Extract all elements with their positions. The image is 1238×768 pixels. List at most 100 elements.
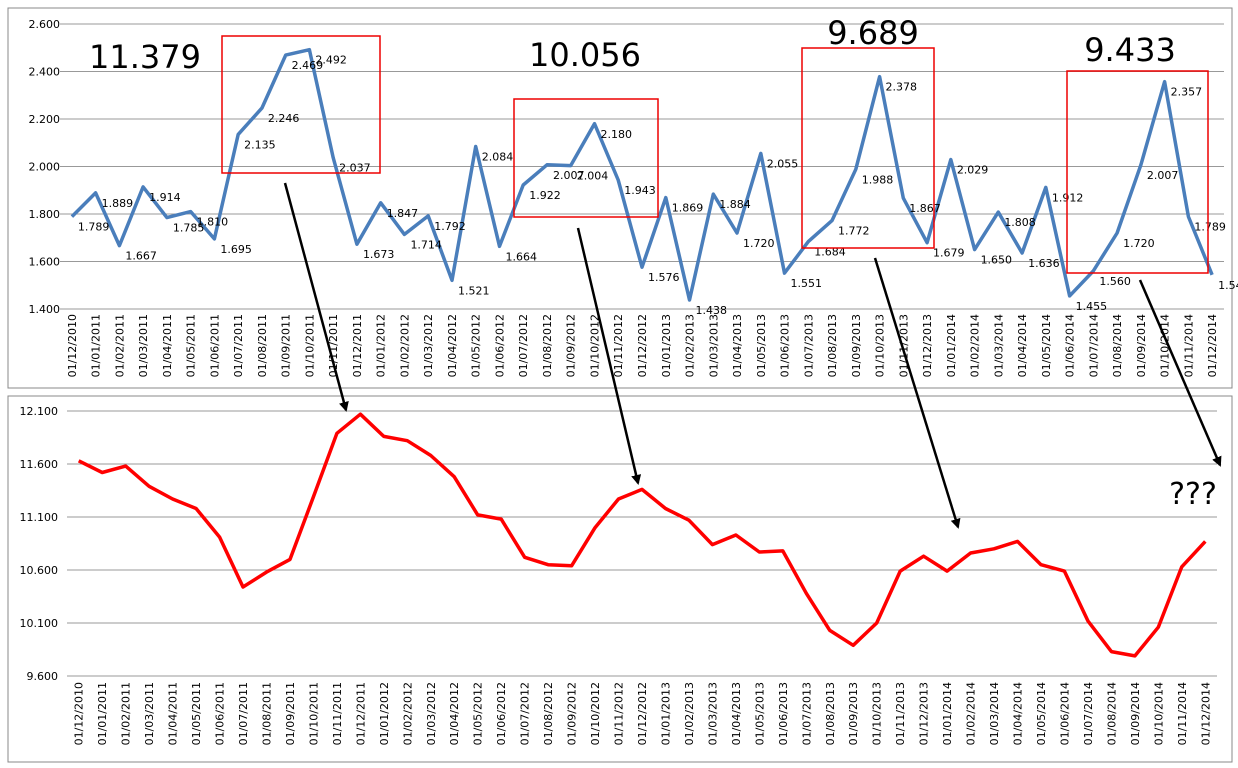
x-tick-label: 01/11/2011 bbox=[331, 682, 344, 745]
data-label: 1.551 bbox=[791, 277, 823, 290]
data-label: 2.378 bbox=[886, 81, 918, 94]
data-label: 2.180 bbox=[600, 128, 632, 141]
data-label: 2.037 bbox=[339, 162, 371, 175]
x-tick-label: 01/09/2014 bbox=[1129, 682, 1142, 745]
x-tick-label: 01/11/2013 bbox=[894, 682, 907, 745]
x-tick-label: 01/08/2013 bbox=[824, 682, 837, 745]
x-tick-label: 01/04/2012 bbox=[446, 314, 459, 377]
x-tick-label: 01/04/2012 bbox=[448, 682, 461, 745]
x-tick-label: 01/05/2013 bbox=[755, 314, 768, 377]
x-tick-label: 01/02/2014 bbox=[969, 314, 982, 377]
x-tick-label: 01/07/2012 bbox=[519, 682, 532, 745]
x-tick-label: 01/03/2013 bbox=[707, 314, 720, 377]
x-tick-label: 01/09/2012 bbox=[565, 314, 578, 377]
data-line bbox=[77, 412, 1207, 658]
data-label: 1.789 bbox=[78, 221, 110, 234]
x-tick-label: 01/02/2012 bbox=[401, 682, 414, 745]
data-label: 1.438 bbox=[696, 304, 728, 317]
x-tick-label: 01/06/2014 bbox=[1058, 682, 1071, 745]
y-tick-label: 1.800 bbox=[29, 208, 61, 221]
data-label: 1.869 bbox=[672, 202, 704, 215]
x-tick-label: 01/12/2011 bbox=[354, 682, 367, 745]
x-tick-label: 01/01/2014 bbox=[945, 314, 958, 377]
data-line bbox=[70, 47, 1214, 302]
data-label: 1.560 bbox=[1099, 275, 1131, 288]
highlight-boxes bbox=[221, 35, 1209, 274]
data-label: 2.007 bbox=[1147, 169, 1179, 182]
y-tick-label: 2.400 bbox=[29, 66, 61, 79]
x-tick-label: 01/12/2014 bbox=[1199, 682, 1212, 745]
x-tick-label: 01/11/2012 bbox=[613, 682, 626, 745]
x-tick-label: 01/10/2011 bbox=[303, 314, 316, 377]
data-label: 2.007 bbox=[553, 169, 585, 182]
x-tick-label: 01/03/2014 bbox=[992, 314, 1005, 377]
x-tick-label: 01/05/2012 bbox=[472, 682, 485, 745]
data-label: 1.455 bbox=[1076, 300, 1108, 313]
data-label: 1.521 bbox=[458, 284, 490, 297]
x-tick-label: 01/01/2012 bbox=[375, 314, 388, 377]
data-label: 1.789 bbox=[1194, 221, 1226, 234]
data-label: 2.084 bbox=[482, 151, 514, 164]
y-tick-label: 2.200 bbox=[29, 113, 61, 126]
y-tick-label: 12.100 bbox=[20, 405, 59, 418]
data-label: 1.720 bbox=[743, 237, 775, 250]
x-tick-label: 01/10/2013 bbox=[871, 682, 884, 745]
data-label: 1.664 bbox=[505, 250, 536, 263]
x-tick-label: 01/10/2014 bbox=[1152, 682, 1165, 745]
data-label: 1.667 bbox=[125, 250, 157, 263]
x-tick-label: 01/09/2014 bbox=[1135, 314, 1148, 377]
x-tick-label: 01/06/2012 bbox=[495, 682, 508, 745]
x-tick-label: 01/09/2013 bbox=[850, 314, 863, 377]
data-label: 2.029 bbox=[957, 164, 989, 177]
x-tick-label: 01/12/2012 bbox=[636, 682, 649, 745]
data-label: 2.004 bbox=[577, 170, 609, 183]
panel bbox=[7, 395, 1233, 763]
x-tick-label: 01/01/2014 bbox=[941, 682, 954, 745]
x-tick-label: 01/08/2013 bbox=[826, 314, 839, 377]
y-tick-label: 2.000 bbox=[29, 161, 61, 174]
x-tick-label: 01/10/2012 bbox=[589, 682, 602, 745]
x-tick-label: 01/04/2013 bbox=[731, 314, 744, 377]
data-label: 1.636 bbox=[1028, 257, 1060, 270]
x-tick-label: 01/10/2012 bbox=[588, 314, 601, 377]
data-label: 1.785 bbox=[173, 222, 205, 235]
x-tick-label: 01/12/2011 bbox=[351, 314, 364, 377]
x-tick-label: 01/08/2012 bbox=[541, 314, 554, 377]
x-tick-label: 01/03/2011 bbox=[137, 314, 150, 377]
data-label: 1.943 bbox=[624, 184, 656, 197]
x-tick-label: 01/03/2012 bbox=[422, 314, 435, 377]
x-tick-label: 01/12/2014 bbox=[1206, 314, 1219, 377]
x-tick-label: 01/05/2013 bbox=[753, 682, 766, 745]
x-tick-label: 01/01/2011 bbox=[96, 682, 109, 745]
x-tick-label: 01/07/2011 bbox=[232, 314, 245, 377]
y-tick-label: 10.600 bbox=[20, 564, 59, 577]
data-label: 1.889 bbox=[102, 197, 134, 210]
x-tick-label: 01/05/2011 bbox=[185, 314, 198, 377]
x-tick-label: 01/06/2014 bbox=[1064, 314, 1077, 377]
x-tick-label: 01/10/2013 bbox=[874, 314, 887, 377]
x-tick-label: 01/07/2014 bbox=[1087, 314, 1100, 377]
x-tick-label: 01/08/2011 bbox=[260, 682, 273, 745]
x-tick-label: 01/08/2014 bbox=[1105, 682, 1118, 745]
data-label: 1.684 bbox=[814, 246, 846, 259]
annotation: 11.379 bbox=[89, 38, 201, 76]
data-label: 1.720 bbox=[1123, 237, 1155, 250]
data-label: 2.135 bbox=[244, 138, 276, 151]
x-tick-label: 01/05/2012 bbox=[470, 314, 483, 377]
data-label: 1.673 bbox=[363, 248, 395, 261]
annotation: 9.689 bbox=[827, 14, 919, 52]
y-tick-label: 1.400 bbox=[29, 303, 61, 316]
x-tick-label: 01/04/2011 bbox=[167, 682, 180, 745]
x-tick-label: 01/11/2012 bbox=[612, 314, 625, 377]
x-tick-label: 01/02/2013 bbox=[684, 314, 697, 377]
y-tick-label: 1.600 bbox=[29, 256, 61, 269]
x-tick-label: 01/07/2012 bbox=[517, 314, 530, 377]
x-tick-label: 01/08/2012 bbox=[542, 682, 555, 745]
x-tick-label: 01/02/2011 bbox=[113, 314, 126, 377]
x-tick-label: 01/12/2010 bbox=[73, 682, 86, 745]
y-tick-label: 2.600 bbox=[29, 18, 61, 31]
x-tick-label: 01/09/2011 bbox=[284, 682, 297, 745]
x-tick-label: 01/11/2011 bbox=[327, 314, 340, 377]
x-tick-label: 01/07/2014 bbox=[1082, 682, 1095, 745]
